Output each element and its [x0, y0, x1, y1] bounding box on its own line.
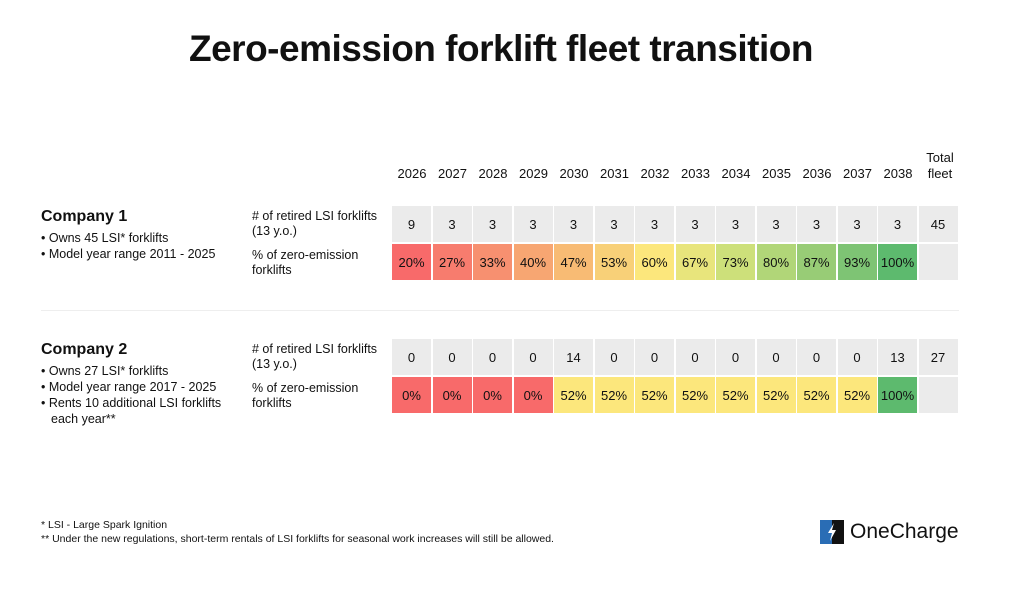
total-fleet-cell: 27	[918, 339, 958, 375]
retired-cell: 3	[432, 206, 472, 242]
zero-emission-pct-cell: 0%	[432, 377, 472, 413]
retired-cell: 3	[797, 206, 836, 242]
year-header: 2028	[478, 166, 508, 181]
year-header: 2030	[559, 166, 589, 181]
zero-emission-pct-cell: 52%	[635, 377, 674, 413]
retired-cell: 3	[473, 206, 512, 242]
divider	[41, 310, 959, 311]
company-detail: • Rents 10 additional LSI forklifts each…	[41, 396, 222, 426]
retired-cell: 9	[392, 206, 431, 242]
retired-cell: 0	[675, 339, 715, 375]
year-header: 2027	[438, 166, 467, 181]
zero-emission-pct-cell: 47%	[554, 244, 593, 280]
zero-emission-pct-cell: 40%	[513, 244, 553, 280]
year-header: 2034	[721, 166, 751, 181]
company-detail: • Model year range 2011 - 2025	[41, 247, 216, 261]
company-details: • Owns 45 LSI* forklifts • Model year ran…	[41, 230, 246, 262]
zero-emission-pct-cell: 60%	[635, 244, 674, 280]
zero-emission-pct-cell: 52%	[756, 377, 796, 413]
detail-text: Model year range 2011 - 2025	[48, 247, 216, 261]
retired-cell: 3	[756, 206, 796, 242]
company-detail: • Owns 45 LSI* forklifts	[41, 231, 169, 245]
empty-cell	[918, 377, 958, 413]
zero-emission-pct-cell: 52%	[554, 377, 593, 413]
footnote: * LSI - Large Spark Ignition	[41, 519, 168, 531]
year-header: 2037	[843, 166, 872, 181]
company-block: Company 2 • Owns 27 LSI* forklifts • Model…	[41, 341, 246, 427]
company-details: • Owns 27 LSI* forklifts • Model year ran…	[41, 363, 246, 427]
zero-emission-pct-cell: 80%	[756, 244, 796, 280]
retired-cell: 3	[837, 206, 877, 242]
zero-emission-pct-cell: 53%	[594, 244, 634, 280]
retired-row-label: # of retired LSI forklifts (13 y.o.)	[252, 209, 378, 238]
retired-cell: 0	[392, 339, 431, 375]
retired-cell: 0	[513, 339, 553, 375]
retired-cell: 3	[675, 206, 715, 242]
zero-emission-pct-cell: 93%	[837, 244, 877, 280]
detail-text: Model year range 2017 - 2025	[48, 380, 217, 394]
retired-cell: 0	[837, 339, 877, 375]
footnote: ** Under the new regulations, short-term…	[41, 533, 554, 545]
retired-cell: 0	[432, 339, 472, 375]
retired-cell: 14	[554, 339, 593, 375]
retired-cell: 13	[878, 339, 917, 375]
company-name: Company 2	[41, 341, 128, 358]
logo-text: OneCharge	[850, 520, 959, 543]
year-header: 2029	[519, 166, 548, 181]
total-fleet-header: Total fleet	[926, 150, 954, 181]
retired-cell: 3	[594, 206, 634, 242]
year-header: 2032	[640, 166, 670, 181]
year-header: 2038	[883, 166, 913, 181]
retired-cell: 0	[635, 339, 674, 375]
year-header: 2036	[802, 166, 832, 181]
zero-emission-pct-cell: 52%	[716, 377, 755, 413]
retired-cell: 0	[473, 339, 512, 375]
retired-cell: 0	[756, 339, 796, 375]
retired-cell: 0	[716, 339, 755, 375]
retired-cell: 3	[878, 206, 917, 242]
company-block: Company 1 • Owns 45 LSI* forklifts • Model…	[41, 208, 246, 262]
zero-emission-pct-cell: 52%	[797, 377, 836, 413]
total-fleet-cell: 45	[918, 206, 958, 242]
zero-emission-pct-cell: 52%	[594, 377, 634, 413]
year-header: 2031	[600, 166, 629, 181]
detail-text: Rents 10 additional LSI forklifts each y…	[48, 396, 222, 426]
zero-emission-pct-cell: 100%	[878, 244, 917, 280]
year-header: 2033	[681, 166, 710, 181]
company-detail: • Owns 27 LSI* forklifts	[41, 364, 169, 378]
retired-cell: 0	[797, 339, 836, 375]
page-title: Zero-emission forklift fleet transition	[189, 28, 813, 69]
zero-emission-pct-cell: 87%	[797, 244, 836, 280]
lightning-icon	[820, 520, 844, 544]
zero-emission-pct-cell: 20%	[392, 244, 431, 280]
footnotes: * LSI - Large Spark Ignition ** Under th…	[41, 518, 554, 546]
zero-emission-pct-cell: 0%	[513, 377, 553, 413]
onecharge-logo: OneCharge	[820, 520, 959, 544]
zero-emission-pct-cell: 27%	[432, 244, 472, 280]
pct-row-label: % of zero-emission forklifts	[252, 248, 359, 277]
zero-emission-pct-cell: 52%	[837, 377, 877, 413]
zero-emission-pct-cell: 52%	[675, 377, 715, 413]
retired-cell: 3	[635, 206, 674, 242]
pct-row-label: % of zero-emission forklifts	[252, 381, 359, 410]
zero-emission-pct-cell: 73%	[716, 244, 755, 280]
zero-emission-pct-cell: 0%	[473, 377, 512, 413]
year-header: 2026	[397, 166, 427, 181]
empty-cell	[918, 244, 958, 280]
retired-cell: 3	[513, 206, 553, 242]
detail-text: Owns 45 LSI* forklifts	[48, 231, 169, 245]
retired-cell: 3	[554, 206, 593, 242]
zero-emission-pct-cell: 0%	[392, 377, 431, 413]
zero-emission-pct-cell: 67%	[675, 244, 715, 280]
year-header: 2035	[762, 166, 791, 181]
zero-emission-pct-cell: 33%	[473, 244, 512, 280]
detail-text: Owns 27 LSI* forklifts	[48, 364, 169, 378]
zero-emission-pct-cell: 100%	[878, 377, 917, 413]
retired-cell: 0	[594, 339, 634, 375]
company-name: Company 1	[41, 208, 128, 225]
retired-row-label: # of retired LSI forklifts (13 y.o.)	[252, 342, 378, 371]
retired-cell: 3	[716, 206, 755, 242]
company-detail: • Model year range 2017 - 2025	[41, 380, 217, 394]
